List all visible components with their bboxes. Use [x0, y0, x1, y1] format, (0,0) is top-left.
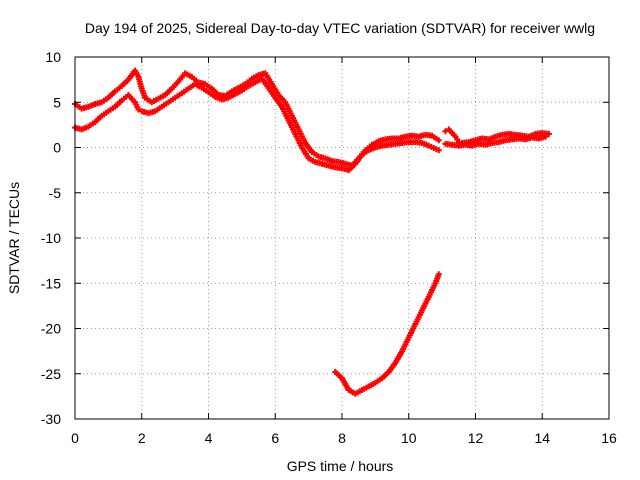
grid-lines — [75, 57, 609, 419]
data-point — [135, 106, 142, 113]
y-tick-label: 10 — [45, 49, 61, 65]
x-tick-label: 14 — [534, 430, 550, 446]
data-point — [442, 128, 449, 135]
y-tick-label: 0 — [53, 140, 61, 156]
x-tick-label: 4 — [205, 430, 213, 446]
data-markers — [72, 67, 552, 397]
x-tick-label: 0 — [71, 430, 79, 446]
data-point — [545, 130, 552, 137]
data-point — [542, 133, 549, 140]
axis-ticks: 0 2 4 6 8 10 12 14 16 10 5 0 -5 -10 -15 -20 -25 -30 — [41, 49, 617, 446]
x-tick-label: 16 — [601, 430, 617, 446]
y-tick-label: -30 — [41, 411, 61, 427]
data-point — [435, 147, 442, 154]
x-tick-label: 6 — [271, 430, 279, 446]
x-tick-label: 8 — [338, 430, 346, 446]
y-tick-label: -25 — [41, 366, 61, 382]
data-point — [435, 271, 442, 278]
x-tick-label: 12 — [468, 430, 484, 446]
x-tick-label: 2 — [138, 430, 146, 446]
y-tick-label: -20 — [41, 321, 61, 337]
y-tick-label: -10 — [41, 230, 61, 246]
y-tick-label: -15 — [41, 275, 61, 291]
x-tick-label: 10 — [401, 430, 417, 446]
y-axis-label: SDTVAR / TECUs — [6, 182, 22, 294]
y-tick-label: 5 — [53, 94, 61, 110]
y-tick-label: -5 — [49, 185, 62, 201]
data-point — [435, 137, 442, 144]
chart-title: Day 194 of 2025, Sidereal Day-to-day VTE… — [85, 20, 595, 36]
x-axis-label: GPS time / hours — [287, 458, 394, 474]
